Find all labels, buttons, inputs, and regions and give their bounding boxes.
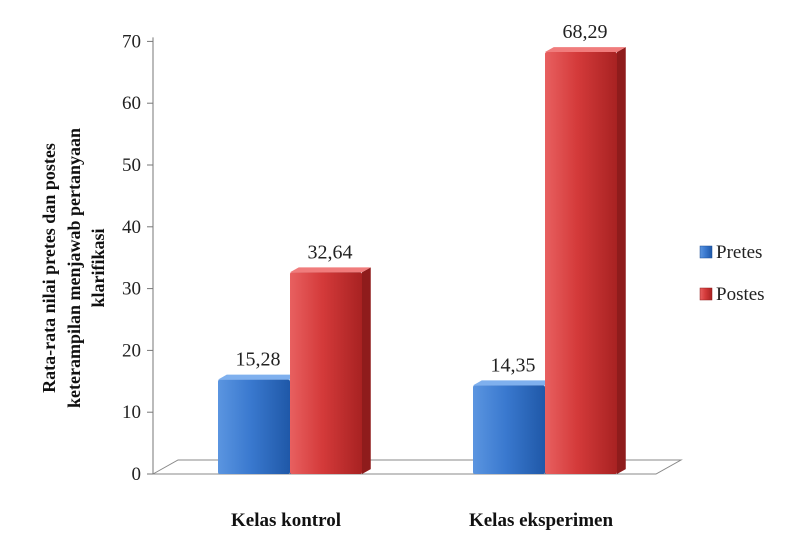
y-tick-label: 10: [122, 402, 141, 423]
data-label: 14,35: [491, 354, 536, 376]
y-tick-label: 20: [122, 340, 141, 361]
data-label: 32,64: [308, 241, 353, 263]
legend-swatch: [699, 245, 713, 259]
y-tick-label: 40: [122, 217, 141, 238]
bar-postes-0: [290, 272, 362, 474]
y-axis-title-line: Rata-rata nilai pretes dan postes: [39, 143, 59, 393]
y-tick-label: 0: [132, 464, 142, 485]
data-label: 15,28: [236, 349, 281, 371]
bar-side: [362, 267, 371, 474]
legend-swatch: [699, 287, 713, 301]
bar-postes-1: [545, 51, 617, 474]
y-axis-title-line: keterampilan menjawab pertanyaan: [64, 128, 84, 408]
bar-top: [473, 380, 554, 386]
bar-pretes-1: [473, 385, 545, 474]
category-label: Kelas kontrol: [231, 510, 341, 531]
y-tick-label: 60: [122, 93, 141, 114]
bar-top: [545, 47, 626, 52]
legend-label: Pretes: [716, 242, 762, 263]
bar-pretes-0: [218, 379, 290, 474]
bar-top: [290, 267, 371, 273]
category-label: Kelas eksperimen: [469, 510, 614, 531]
y-axis-title-line: klarifikasi: [88, 228, 108, 307]
legend-label: Postes: [716, 284, 765, 305]
y-tick-label: 30: [122, 279, 141, 300]
y-tick-label: 50: [122, 155, 141, 176]
bar-side: [617, 47, 626, 474]
y-tick-label: 70: [122, 31, 141, 52]
bar-top: [218, 374, 299, 380]
data-label: 68,29: [563, 21, 608, 43]
